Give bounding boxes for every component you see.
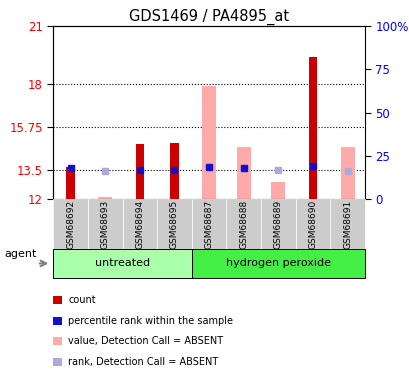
Bar xyxy=(202,86,216,199)
Bar xyxy=(236,147,250,199)
Bar xyxy=(135,144,144,199)
Text: untreated: untreated xyxy=(95,258,150,268)
Bar xyxy=(271,182,285,199)
Bar xyxy=(66,167,75,199)
Bar xyxy=(308,57,317,199)
Text: GSM68693: GSM68693 xyxy=(101,200,110,249)
Text: GSM68688: GSM68688 xyxy=(238,200,247,249)
Text: count: count xyxy=(68,295,96,305)
Text: GSM68691: GSM68691 xyxy=(342,200,351,249)
Text: percentile rank within the sample: percentile rank within the sample xyxy=(68,316,233,326)
Text: rank, Detection Call = ABSENT: rank, Detection Call = ABSENT xyxy=(68,357,218,367)
Title: GDS1469 / PA4895_at: GDS1469 / PA4895_at xyxy=(129,9,288,25)
Bar xyxy=(98,197,112,199)
Text: GSM68689: GSM68689 xyxy=(273,200,282,249)
Text: GSM68694: GSM68694 xyxy=(135,200,144,249)
Text: GSM68690: GSM68690 xyxy=(308,200,317,249)
Text: GSM68687: GSM68687 xyxy=(204,200,213,249)
Text: GSM68695: GSM68695 xyxy=(170,200,179,249)
Text: GSM68692: GSM68692 xyxy=(66,200,75,249)
Text: agent: agent xyxy=(4,249,36,259)
Bar xyxy=(340,147,354,199)
Text: value, Detection Call = ABSENT: value, Detection Call = ABSENT xyxy=(68,336,223,346)
Bar xyxy=(170,143,178,199)
Text: hydrogen peroxide: hydrogen peroxide xyxy=(225,258,330,268)
